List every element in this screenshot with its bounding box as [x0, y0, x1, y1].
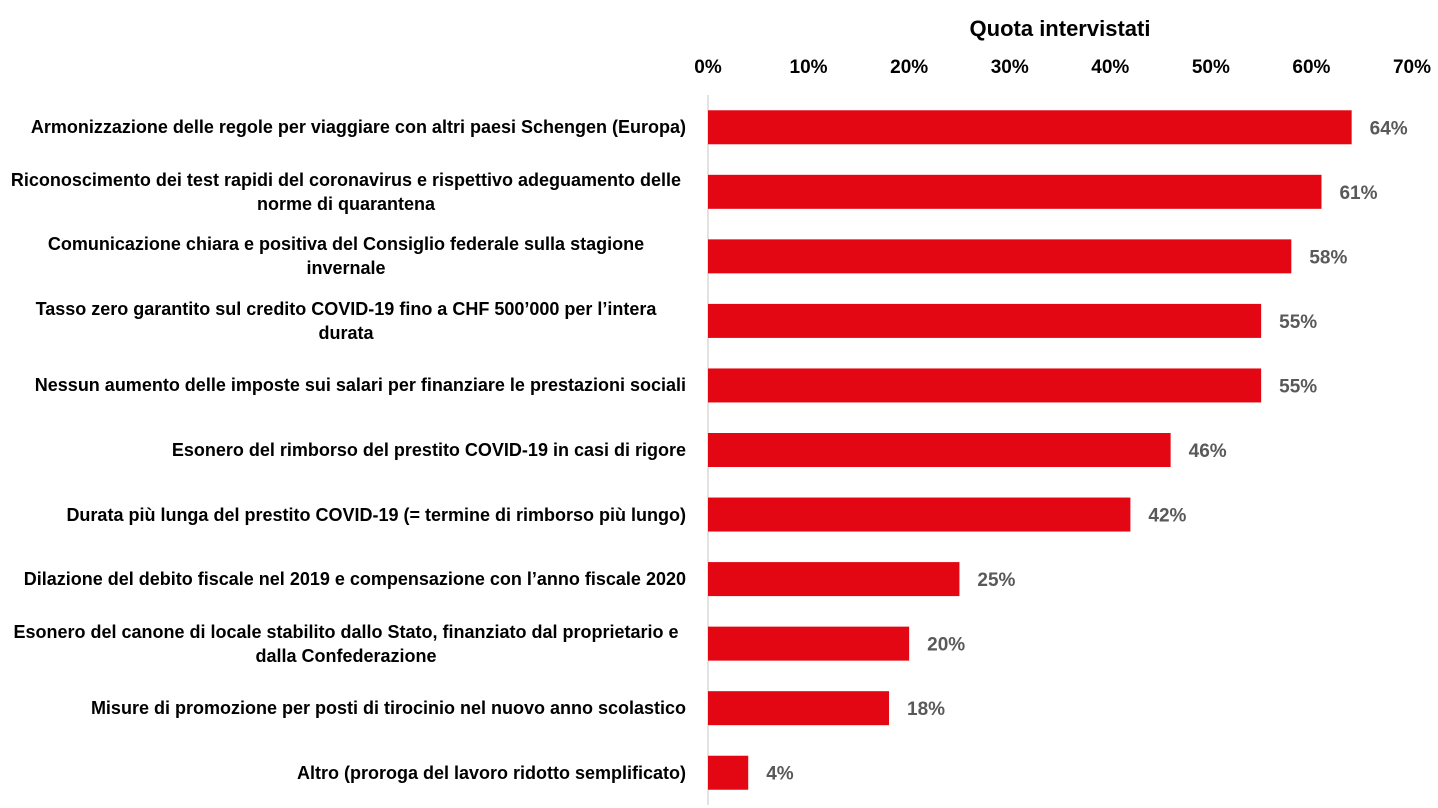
bar: [708, 691, 890, 726]
axis-title: Quota intervistati: [970, 16, 1151, 41]
bar: [708, 303, 1262, 338]
bar: [708, 497, 1131, 532]
category-label: Armonizzazione delle regole per viaggiar…: [6, 115, 686, 139]
category-text: Altro (proroga del lavoro ridotto sempli…: [296, 762, 686, 783]
category-label: Tasso zero garantito sul credito COVID-1…: [6, 297, 686, 345]
data-label: 55%: [1279, 312, 1317, 333]
x-tick-label: 50%: [1192, 57, 1230, 78]
category-label: Esonero del canone di locale stabilito d…: [6, 620, 686, 668]
x-tick-label: 20%: [890, 57, 928, 78]
data-label: 61%: [1339, 183, 1377, 204]
x-tick-label: 40%: [1091, 57, 1129, 78]
category-text: Misure di promozione per posti di tiroci…: [90, 698, 686, 719]
data-label: 64%: [1370, 118, 1408, 139]
category-label: Nessun aumento delle imposte sui salari …: [6, 373, 686, 397]
x-tick-label: 30%: [991, 57, 1029, 78]
x-tick-label: 0%: [694, 57, 722, 78]
category-label: Comunicazione chiara e positiva del Cons…: [6, 232, 686, 280]
category-text: Armonizzazione delle regole per viaggiar…: [30, 117, 686, 138]
category-text: Tasso zero garantito sul credito COVID-1…: [35, 298, 657, 343]
category-label: Dilazione del debito fiscale nel 2019 e …: [6, 567, 686, 591]
data-label: 55%: [1279, 376, 1317, 397]
data-label: 4%: [766, 764, 794, 785]
category-text: Nessun aumento delle imposte sui salari …: [34, 375, 686, 396]
category-text: Esonero del canone di locale stabilito d…: [13, 621, 679, 666]
category-label: Esonero del rimborso del prestito COVID-…: [6, 438, 686, 462]
bar: [708, 626, 910, 661]
category-label: Riconoscimento dei test rapidi del coron…: [6, 168, 686, 216]
bar: [708, 239, 1292, 274]
category-text: Riconoscimento dei test rapidi del coron…: [10, 169, 682, 214]
category-text: Dilazione del debito fiscale nel 2019 e …: [23, 569, 686, 590]
category-text: Esonero del rimborso del prestito COVID-…: [171, 440, 686, 460]
data-label: 58%: [1309, 247, 1347, 268]
data-label: 18%: [907, 699, 945, 720]
bar: [708, 174, 1322, 209]
category-label: Misure di promozione per posti di tiroci…: [6, 696, 686, 720]
category-label: Durata più lunga del prestito COVID-19 (…: [6, 503, 686, 527]
data-label: 25%: [977, 570, 1015, 591]
category-label: Altro (proroga del lavoro ridotto sempli…: [6, 761, 686, 785]
category-text: Comunicazione chiara e positiva del Cons…: [47, 234, 645, 279]
x-tick-label: 70%: [1393, 57, 1431, 78]
category-text: Durata più lunga del prestito COVID-19 (…: [66, 504, 686, 525]
data-label: 46%: [1189, 441, 1227, 462]
bar: [708, 433, 1171, 467]
bar: [708, 110, 1352, 145]
x-tick-label: 60%: [1292, 57, 1330, 78]
data-label: 20%: [927, 635, 965, 656]
data-label: 42%: [1148, 506, 1186, 527]
x-tick-label: 10%: [790, 57, 828, 78]
bar: [708, 562, 960, 597]
bar: [708, 755, 749, 790]
bar: [708, 368, 1262, 403]
